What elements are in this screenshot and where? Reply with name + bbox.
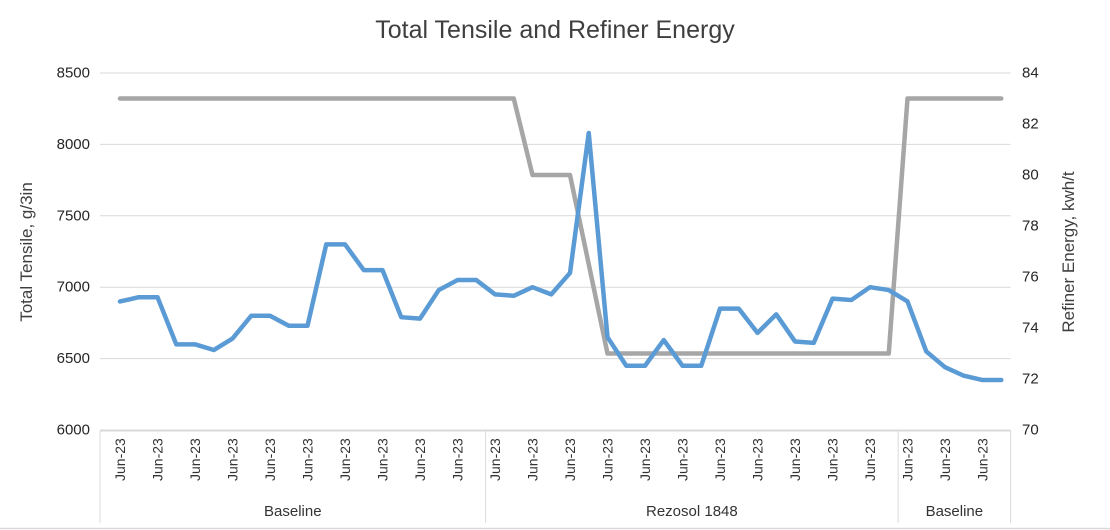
x-axis-tick-label: Jun-23	[112, 438, 128, 481]
right-axis-tick-label: 72	[1022, 371, 1039, 388]
left-axis-ticks: 8500 8000 7500 7000 6500 6000	[57, 65, 90, 439]
x-axis-tick-label: Jun-23	[412, 438, 428, 481]
x-axis-tick-label: Jun-23	[750, 438, 766, 481]
x-axis-tick-label: Jun-23	[525, 438, 541, 481]
x-axis-tick-label: Jun-23	[450, 438, 466, 481]
right-axis-tick-label: 84	[1022, 65, 1039, 82]
x-axis-tick-label: Jun-23	[712, 438, 728, 481]
x-axis-tick-label: Jun-23	[937, 438, 953, 481]
right-axis-tick-label: 76	[1022, 269, 1039, 286]
right-axis-tick-label: 70	[1022, 422, 1039, 439]
left-axis-tick-label: 7000	[57, 279, 90, 296]
right-axis-tick-label: 82	[1022, 116, 1039, 133]
x-axis-tick-label: Jun-23	[600, 438, 616, 481]
chart-title: Total Tensile and Refiner Energy	[375, 16, 735, 44]
x-axis-tick-label: Jun-23	[225, 438, 241, 481]
right-axis-tick-label: 78	[1022, 218, 1039, 235]
energy-line	[117, 96, 1004, 356]
right-axis-title: Refiner Energy, kwh/t	[1059, 171, 1078, 333]
left-axis-tick-label: 7500	[57, 207, 90, 224]
x-axis-tick-label: Jun-23	[862, 438, 878, 481]
left-axis-tick-label: 8500	[57, 65, 90, 82]
x-axis-ticks: Jun-23 Jun-23 Jun-23 Jun-23 Jun-23 Jun-23 Jun-…	[112, 438, 991, 481]
right-axis-ticks: 84 82 80 78 76 74 72 70	[1022, 65, 1039, 439]
x-axis-tick-label: Jun-23	[637, 438, 653, 481]
right-axis-tick-label: 80	[1022, 167, 1039, 184]
tensile-line	[117, 130, 1004, 383]
x-axis-tick-label: Jun-23	[375, 438, 391, 481]
x-axis-tick-label: Jun-23	[675, 438, 691, 481]
section-band: Baseline Rezosol 1848 Baseline	[99, 430, 1012, 523]
x-axis-tick-label: Jun-23	[975, 438, 991, 481]
x-axis-tick-label: Jun-23	[487, 438, 503, 481]
x-axis-tick-label: Jun-23	[562, 438, 578, 481]
right-axis-tick-label: 74	[1022, 320, 1039, 337]
x-axis-tick-label: Jun-23	[187, 438, 203, 481]
x-axis-tick-label: Jun-23	[150, 438, 166, 481]
gridlines	[100, 72, 1011, 431]
left-axis-title: Total Tensile, g/3in	[17, 182, 36, 322]
left-axis-tick-label: 6000	[57, 422, 90, 439]
x-axis-tick-label: Jun-23	[337, 438, 353, 481]
x-axis-tick-label: Jun-23	[825, 438, 841, 481]
left-axis-tick-label: 6500	[57, 350, 90, 367]
section-label: Rezosol 1848	[646, 503, 738, 520]
x-axis-tick-label: Jun-23	[262, 438, 278, 481]
section-label: Baseline	[926, 503, 984, 520]
section-label: Baseline	[264, 503, 322, 520]
x-axis-tick-label: Jun-23	[300, 438, 316, 481]
left-axis-tick-label: 8000	[57, 136, 90, 153]
x-axis-tick-label: Jun-23	[787, 438, 803, 481]
x-axis-tick-label: Jun-23	[900, 438, 916, 481]
